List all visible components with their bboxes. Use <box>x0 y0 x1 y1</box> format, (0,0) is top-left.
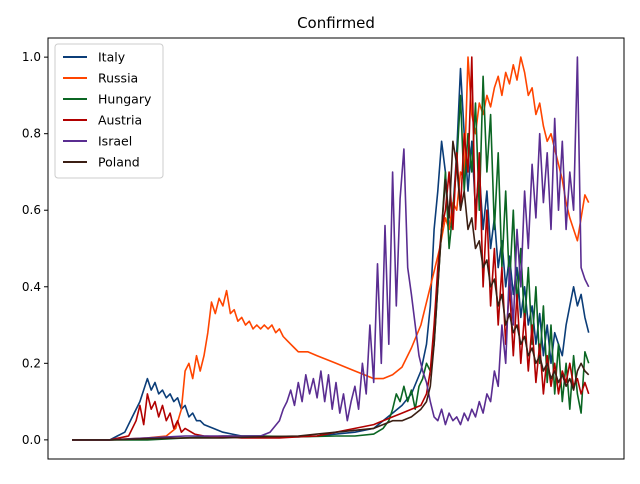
y-tick-label: 0.2 <box>22 356 41 370</box>
y-tick-label: 0.6 <box>22 203 41 217</box>
plot-frame <box>47 37 625 460</box>
legend-label-poland: Poland <box>98 155 140 170</box>
series-line-italy <box>72 67 590 441</box>
y-tick-label: 0.8 <box>22 127 41 141</box>
legend: Italy Russia Hungary Austria Israel Poland <box>54 43 164 179</box>
series-line-russia <box>72 56 590 441</box>
legend-label-israel: Israel <box>98 134 132 149</box>
y-tick-label: 0.0 <box>22 433 41 447</box>
series-layer <box>72 56 590 441</box>
series-line-hungary <box>72 75 590 441</box>
y-axis: 0.0 0.2 0.4 0.6 0.8 1.0 <box>22 50 48 447</box>
chart-title: Confirmed <box>297 14 375 32</box>
series-line-poland <box>72 140 590 441</box>
y-tick-label: 1.0 <box>22 50 41 64</box>
legend-label-russia: Russia <box>98 71 138 86</box>
series-line-israel <box>72 56 590 441</box>
y-tick-label: 0.4 <box>22 280 41 294</box>
legend-label-italy: Italy <box>98 50 126 65</box>
legend-label-hungary: Hungary <box>98 92 152 107</box>
legend-label-austria: Austria <box>98 113 142 128</box>
